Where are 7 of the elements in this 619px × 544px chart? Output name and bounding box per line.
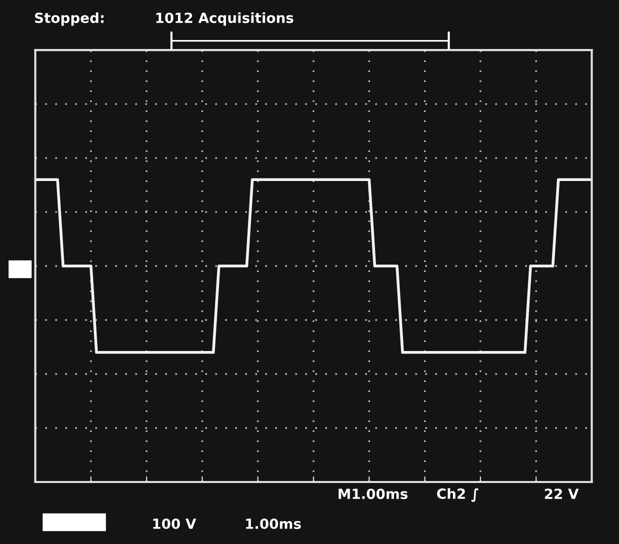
text: 1.00ms xyxy=(246,518,301,529)
text: Stopped: xyxy=(35,12,104,26)
text: 1012 Acquisitions xyxy=(156,12,294,26)
text: 100 V xyxy=(153,518,196,529)
text: 22 V xyxy=(544,488,579,499)
text: M1.00ms xyxy=(338,488,408,500)
text: Ch2 ∫ xyxy=(437,488,479,502)
